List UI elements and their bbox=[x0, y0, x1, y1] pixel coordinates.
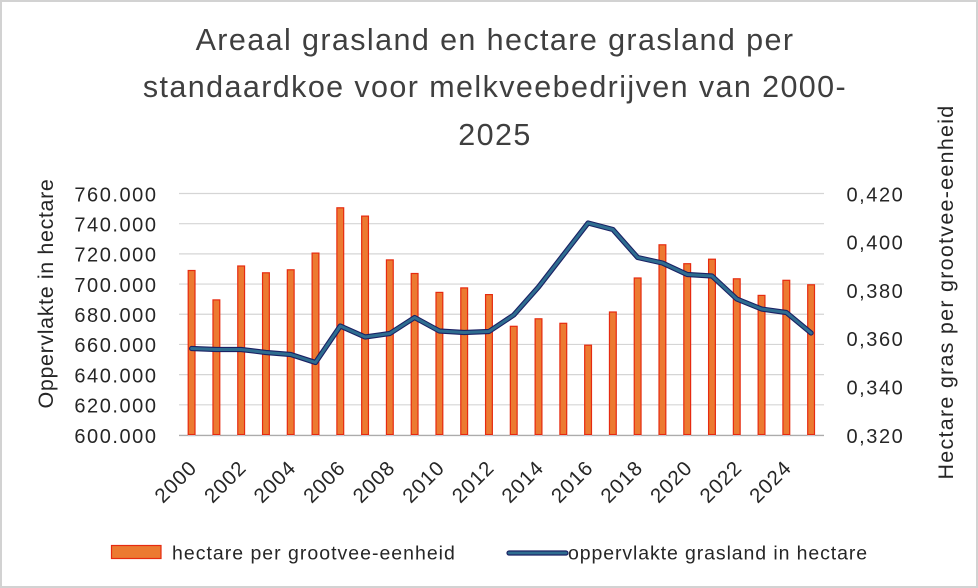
svg-text:2012: 2012 bbox=[448, 456, 499, 507]
svg-text:Oppervlakte in hectare: Oppervlakte in hectare bbox=[34, 179, 58, 409]
svg-text:660.000: 660.000 bbox=[74, 335, 157, 357]
svg-text:0,340: 0,340 bbox=[847, 378, 905, 400]
svg-text:2022: 2022 bbox=[695, 456, 746, 507]
svg-text:oppervlakte grasland in hectar: oppervlakte grasland in hectare bbox=[568, 543, 868, 565]
svg-text:2024: 2024 bbox=[745, 456, 796, 507]
svg-text:680.000: 680.000 bbox=[74, 305, 157, 327]
svg-text:0,420: 0,420 bbox=[847, 184, 905, 206]
svg-text:2020: 2020 bbox=[646, 456, 697, 507]
svg-text:hectare per grootvee-eenheid: hectare per grootvee-eenheid bbox=[172, 543, 456, 565]
svg-text:0,360: 0,360 bbox=[847, 329, 905, 351]
svg-text:0,320: 0,320 bbox=[847, 426, 905, 448]
svg-text:2014: 2014 bbox=[497, 456, 548, 507]
svg-text:0,400: 0,400 bbox=[847, 233, 905, 255]
svg-text:2002: 2002 bbox=[200, 456, 251, 507]
svg-text:2016: 2016 bbox=[547, 456, 598, 507]
svg-text:2004: 2004 bbox=[249, 456, 300, 507]
svg-text:0,380: 0,380 bbox=[847, 281, 905, 303]
svg-text:Hectare gras per grootvee-eenh: Hectare gras per grootvee-eenheid bbox=[934, 104, 958, 479]
svg-text:640.000: 640.000 bbox=[74, 365, 157, 387]
svg-text:720.000: 720.000 bbox=[74, 245, 157, 267]
svg-text:620.000: 620.000 bbox=[74, 396, 157, 418]
svg-text:2018: 2018 bbox=[596, 456, 647, 507]
svg-text:2010: 2010 bbox=[398, 456, 449, 507]
svg-text:2006: 2006 bbox=[299, 456, 350, 507]
svg-text:760.000: 760.000 bbox=[74, 184, 157, 206]
svg-text:700.000: 700.000 bbox=[74, 275, 157, 297]
svg-text:740.000: 740.000 bbox=[74, 214, 157, 236]
svg-text:2008: 2008 bbox=[349, 456, 400, 507]
svg-text:2000: 2000 bbox=[150, 456, 201, 507]
svg-text:600.000: 600.000 bbox=[74, 426, 157, 448]
